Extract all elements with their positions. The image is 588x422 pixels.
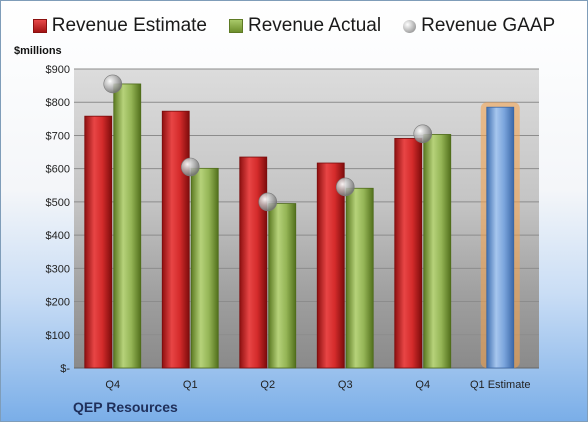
legend: Revenue Estimate Revenue Actual Revenue … [1, 15, 587, 37]
marker-revenue-gaap[interactable] [180, 157, 200, 177]
legend-item-gaap[interactable]: Revenue GAAP [403, 15, 555, 37]
y-tick-label: $900 [46, 64, 70, 76]
bar-revenue-estimate[interactable] [84, 115, 113, 369]
marker-revenue-gaap[interactable] [258, 192, 278, 212]
company-name: QEP Resources [73, 399, 178, 415]
legend-label-gaap: Revenue GAAP [421, 15, 556, 36]
bar-revenue-actual[interactable] [268, 203, 297, 369]
y-tick-label: $100 [46, 330, 70, 342]
x-tick-label: Q3 [338, 379, 353, 391]
bar-revenue-actual[interactable] [190, 167, 219, 369]
bar-revenue-actual[interactable] [113, 83, 142, 369]
legend-item-estimate[interactable]: Revenue Estimate [32, 15, 207, 37]
y-tick-label: $700 [46, 130, 70, 142]
bar-revenue-actual[interactable] [345, 187, 374, 369]
plot-area [74, 69, 539, 368]
legend-swatch-actual [229, 19, 243, 33]
y-tick-label: $- [60, 363, 70, 375]
legend-item-actual[interactable]: Revenue Actual [229, 15, 381, 37]
marker-revenue-gaap[interactable] [413, 124, 433, 144]
y-tick-label: $600 [46, 164, 70, 176]
y-tick-label: $800 [46, 97, 70, 109]
y-tick-label: $300 [46, 263, 70, 275]
x-tick-label: Q4 [415, 379, 430, 391]
y-tick-label: $200 [46, 297, 70, 309]
legend-label-estimate: Revenue Estimate [51, 15, 207, 36]
x-tick-label: Q4 [105, 379, 120, 391]
marker-revenue-gaap[interactable] [335, 177, 355, 197]
bar-revenue-estimate[interactable] [161, 110, 190, 369]
bar-forecast[interactable] [486, 106, 515, 369]
legend-swatch-gaap [403, 19, 417, 33]
legend-label-actual: Revenue Actual [248, 15, 382, 36]
bar-revenue-estimate[interactable] [316, 162, 345, 369]
y-tick-label: $400 [46, 230, 70, 242]
x-tick-label: Q1 Estimate [470, 379, 531, 391]
bar-revenue-estimate[interactable] [394, 138, 423, 369]
x-tick-label: Q2 [260, 379, 275, 391]
bar-revenue-estimate[interactable] [239, 156, 268, 369]
y-axis-unit-label: $millions [14, 45, 62, 57]
legend-swatch-estimate [32, 19, 47, 33]
marker-revenue-gaap[interactable] [103, 74, 123, 94]
y-tick-label: $500 [46, 197, 70, 209]
x-tick-label: Q1 [183, 379, 198, 391]
bar-revenue-actual[interactable] [423, 134, 452, 369]
